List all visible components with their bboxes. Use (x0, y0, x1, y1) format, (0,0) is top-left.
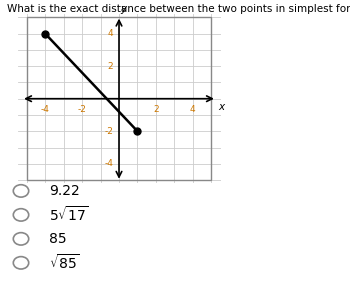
Text: -4: -4 (41, 105, 50, 114)
Text: 4: 4 (190, 105, 196, 114)
Text: x: x (219, 102, 225, 112)
Text: y: y (120, 4, 127, 14)
Text: -2: -2 (78, 105, 86, 114)
Text: 9.22: 9.22 (49, 184, 80, 198)
Text: 5$\sqrt{17}$: 5$\sqrt{17}$ (49, 205, 89, 224)
Text: -2: -2 (105, 127, 113, 136)
Text: 4: 4 (108, 29, 113, 38)
Text: 85: 85 (49, 232, 66, 246)
Text: $\sqrt{85}$: $\sqrt{85}$ (49, 253, 80, 272)
Text: -4: -4 (105, 159, 113, 168)
Text: 2: 2 (153, 105, 159, 114)
Text: 2: 2 (108, 62, 113, 71)
Text: What is the exact distance between the two points in simplest form?: What is the exact distance between the t… (7, 4, 350, 14)
